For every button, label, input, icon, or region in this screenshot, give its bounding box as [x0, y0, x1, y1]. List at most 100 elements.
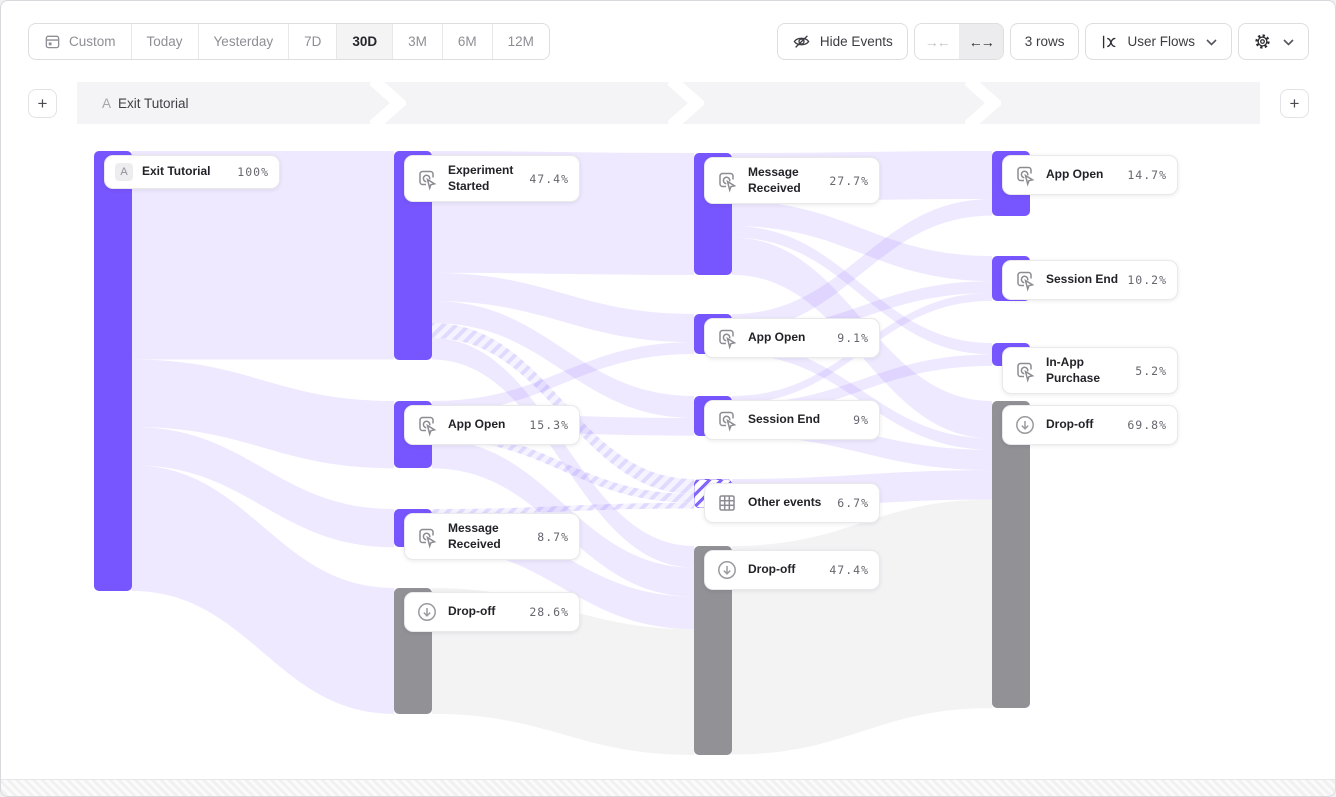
node-label: Exit Tutorial: [142, 164, 211, 179]
date-range-today[interactable]: Today: [130, 24, 198, 59]
date-range-label: 7D: [304, 34, 322, 49]
gear-icon: [1253, 32, 1272, 51]
date-range-label: Today: [146, 34, 183, 49]
flow-node-card[interactable]: Drop-off 47.4%: [704, 550, 880, 590]
flow-ribbon[interactable]: [432, 342, 694, 413]
flow-node-card[interactable]: App Open 9.1%: [704, 318, 880, 358]
path-steps-bar: A Exit Tutorial: [77, 82, 1260, 124]
other-events-grid-icon: [715, 491, 739, 515]
node-percentage: 10.2%: [1127, 273, 1167, 287]
node-label: Message Received: [748, 165, 801, 195]
flow-node-bar[interactable]: [992, 401, 1030, 709]
event-icon: [715, 408, 739, 432]
step-label: Exit Tutorial: [118, 95, 189, 111]
view-selector-button[interactable]: User Flows: [1085, 23, 1232, 60]
node-percentage: 69.8%: [1127, 418, 1167, 432]
event-icon: [415, 167, 439, 191]
eye-off-icon: [792, 32, 811, 51]
node-label: Drop-off: [748, 562, 796, 577]
flow-node-card[interactable]: Message Received 27.7%: [704, 157, 880, 205]
node-label: App Open: [1046, 167, 1104, 182]
flow-ribbon[interactable]: [732, 200, 992, 282]
date-range-yesterday[interactable]: Yesterday: [197, 24, 289, 59]
date-range-30d[interactable]: 30D: [336, 24, 393, 59]
flow-ribbon[interactable]: [132, 359, 394, 469]
flow-ribbon[interactable]: [432, 338, 694, 568]
collapse-flows-button[interactable]: →←: [915, 24, 959, 59]
flow-ribbon[interactable]: [432, 430, 694, 503]
path-step[interactable]: A Exit Tutorial: [102, 82, 189, 124]
node-percentage: 9.1%: [837, 331, 869, 345]
flow-width-toggle: →← ←→: [913, 23, 1004, 60]
node-label: App Open: [448, 417, 506, 432]
node-percentage: 14.7%: [1127, 168, 1167, 182]
step-letter: A: [102, 95, 112, 111]
expand-flows-button[interactable]: ←→: [958, 24, 1003, 59]
flow-node-card[interactable]: Other events 6.7%: [704, 483, 880, 523]
flow-node-bar[interactable]: [94, 151, 132, 591]
node-percentage: 100%: [237, 165, 269, 179]
resize-footer-bar[interactable]: [1, 779, 1335, 796]
flow-node-card[interactable]: Experiment Started 47.4%: [404, 155, 580, 203]
path-header: + A Exit Tutorial +: [28, 82, 1309, 124]
date-range-custom[interactable]: Custom: [29, 24, 131, 59]
flow-ribbon[interactable]: [132, 151, 394, 360]
rows-button[interactable]: 3 rows: [1009, 23, 1080, 60]
toolbar: Custom Today Yesterday 7D 30D 3M 6M 12M Hide Ev…: [28, 23, 1309, 60]
node-label: Message Received: [448, 521, 501, 551]
node-percentage: 8.7%: [537, 529, 569, 544]
flow-ribbon[interactable]: [732, 198, 992, 331]
rows-label: 3 rows: [1024, 34, 1065, 49]
flow-ribbon[interactable]: [732, 342, 992, 450]
date-range-3m[interactable]: 3M: [392, 24, 442, 59]
flow-ribbon[interactable]: [132, 426, 394, 548]
flow-node-card[interactable]: Session End 9%: [704, 400, 880, 440]
flow-node-card[interactable]: App Open 14.7%: [1002, 155, 1178, 195]
node-label: Drop-off: [448, 604, 496, 619]
node-label: Session End: [1046, 272, 1119, 287]
node-label: Drop-off: [1046, 417, 1094, 432]
flow-ribbon[interactable]: [432, 502, 694, 515]
hide-events-label: Hide Events: [819, 34, 893, 49]
hide-events-button[interactable]: Hide Events: [776, 23, 908, 60]
drop-off-arrow-icon: [1013, 413, 1037, 437]
settings-button[interactable]: [1238, 23, 1309, 60]
node-percentage: 47.4%: [529, 171, 569, 186]
node-percentage: 5.2%: [1135, 363, 1167, 378]
chevron-down-icon: [1206, 34, 1217, 49]
user-flows-icon: [1100, 33, 1118, 51]
flow-node-card[interactable]: In-App Purchase 5.2%: [1002, 347, 1178, 395]
flow-ribbon[interactable]: [132, 465, 394, 714]
arrows-expand-icon: ←→: [968, 33, 995, 50]
date-range-12m[interactable]: 12M: [491, 24, 549, 59]
flow-ribbon[interactable]: [432, 301, 694, 418]
add-step-left-button[interactable]: +: [28, 88, 57, 118]
node-label: App Open: [748, 330, 806, 345]
node-label: In-App Purchase: [1046, 355, 1101, 385]
flow-ribbon[interactable]: [732, 226, 992, 355]
date-range-6m[interactable]: 6M: [441, 24, 492, 59]
calendar-icon: [44, 33, 61, 50]
flow-node-card[interactable]: App Open 15.3%: [404, 405, 580, 445]
flow-node-card[interactable]: Message Received 8.7%: [404, 513, 580, 561]
chevron-down-icon: [1283, 34, 1294, 49]
flow-node-card[interactable]: Drop-off 69.8%: [1002, 405, 1178, 445]
flow-node-card[interactable]: Drop-off 28.6%: [404, 592, 580, 632]
flow-ribbon[interactable]: [432, 272, 694, 343]
step-separator-chevron-icon: [370, 82, 406, 124]
event-icon: [1013, 268, 1037, 292]
step-separator-chevron-icon: [965, 82, 1001, 124]
flow-ribbon[interactable]: [732, 499, 992, 755]
flow-node-card[interactable]: Session End 10.2%: [1002, 260, 1178, 300]
date-range-label: 30D: [352, 34, 378, 49]
event-icon: [1013, 163, 1037, 187]
add-step-right-button[interactable]: +: [1280, 88, 1309, 118]
date-range-7d[interactable]: 7D: [288, 24, 336, 59]
node-percentage: 15.3%: [529, 418, 569, 432]
flow-node-card[interactable]: A Exit Tutorial 100%: [104, 155, 280, 189]
event-icon: [415, 525, 439, 549]
date-range-selector: Custom Today Yesterday 7D 30D 3M 6M 12M: [28, 23, 550, 60]
node-label: Other events: [748, 495, 822, 510]
view-label: User Flows: [1127, 34, 1195, 49]
